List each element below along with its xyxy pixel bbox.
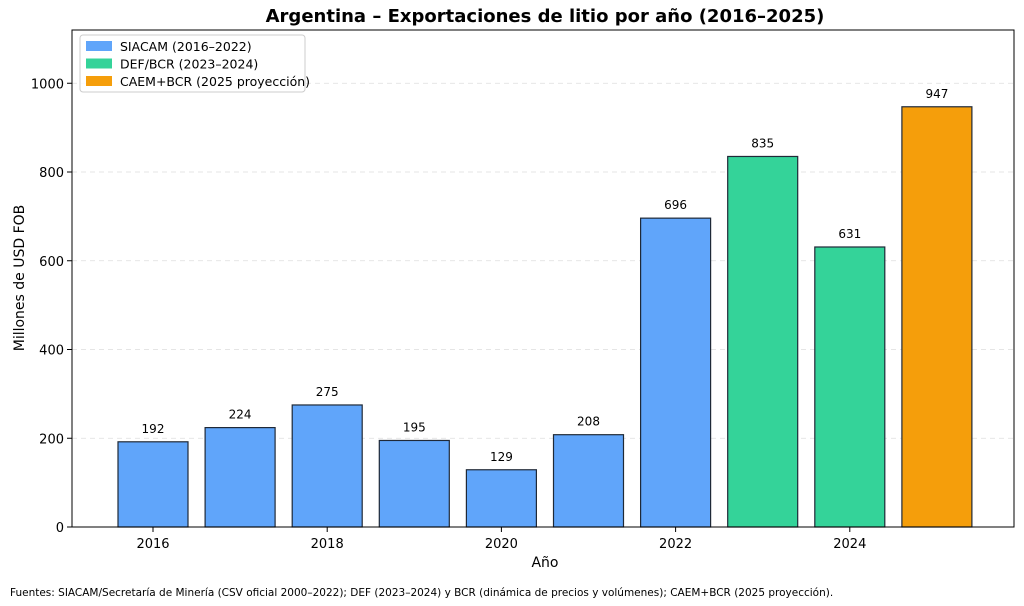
bar-2022 <box>639 217 712 528</box>
chart-title: Argentina – Exportaciones de litio por a… <box>266 6 825 27</box>
legend-swatch <box>86 58 112 69</box>
data-label-2016: 192 <box>142 422 165 436</box>
legend-label: CAEM+BCR (2025 proyección) <box>120 74 310 89</box>
data-label-2024: 631 <box>838 227 861 241</box>
y-tick-label: 800 <box>39 166 64 181</box>
data-label-2023: 835 <box>751 136 774 150</box>
data-label-2020: 129 <box>490 450 513 464</box>
data-label-2017: 224 <box>229 408 252 422</box>
bar-2020 <box>465 469 537 528</box>
legend-box <box>79 34 306 93</box>
x-tick-label: 2020 <box>485 537 518 552</box>
x-tick-label: 2024 <box>833 537 866 552</box>
data-label-2025: 947 <box>925 87 948 101</box>
plot-frame <box>71 29 1015 528</box>
bars <box>117 106 973 528</box>
x-tick-label: 2016 <box>136 537 169 552</box>
y-axis-ticks: 0 200 400 600 800 1000 <box>31 77 72 536</box>
x-axis-label: Año <box>531 555 558 571</box>
bar-2018 <box>291 404 363 528</box>
legend-swatch <box>86 41 112 51</box>
bar-2019 <box>378 439 450 528</box>
data-label-2018: 275 <box>316 385 339 399</box>
bar-2017 <box>204 427 276 528</box>
y-tick-label: 1000 <box>31 77 64 92</box>
bar-2021 <box>552 434 625 528</box>
x-tick-label: 2018 <box>311 537 344 552</box>
legend: SIACAM (2016–2022) DEF/BCR (2023–2024) CAE… <box>79 34 310 93</box>
bar-2016 <box>117 441 189 528</box>
legend-label: DEF/BCR (2023–2024) <box>120 57 258 72</box>
bar-2024 <box>814 246 886 528</box>
x-axis-ticks: 2016 2018 2020 2022 2024 <box>136 527 866 552</box>
legend-swatch <box>86 76 112 86</box>
legend-label: SIACAM (2016–2022) <box>120 39 252 54</box>
data-labels: 192 224 275 195 129 208 696 835 631 947 <box>142 87 949 464</box>
y-axis-label: Millones de USD FOB <box>12 205 28 352</box>
y-tick-label: 400 <box>39 344 64 359</box>
bar-2025 <box>901 106 973 528</box>
y-tick-label: 200 <box>39 432 64 447</box>
footer-sources: Fuentes: SIACAM/Secretaría de Minería (C… <box>10 587 833 599</box>
data-label-2019: 195 <box>403 420 426 434</box>
data-label-2022: 696 <box>664 198 687 212</box>
y-tick-label: 600 <box>39 255 64 270</box>
y-tick-label: 0 <box>56 521 64 536</box>
x-tick-label: 2022 <box>659 537 692 552</box>
bar-2023 <box>727 155 799 528</box>
data-label-2021: 208 <box>577 415 600 429</box>
